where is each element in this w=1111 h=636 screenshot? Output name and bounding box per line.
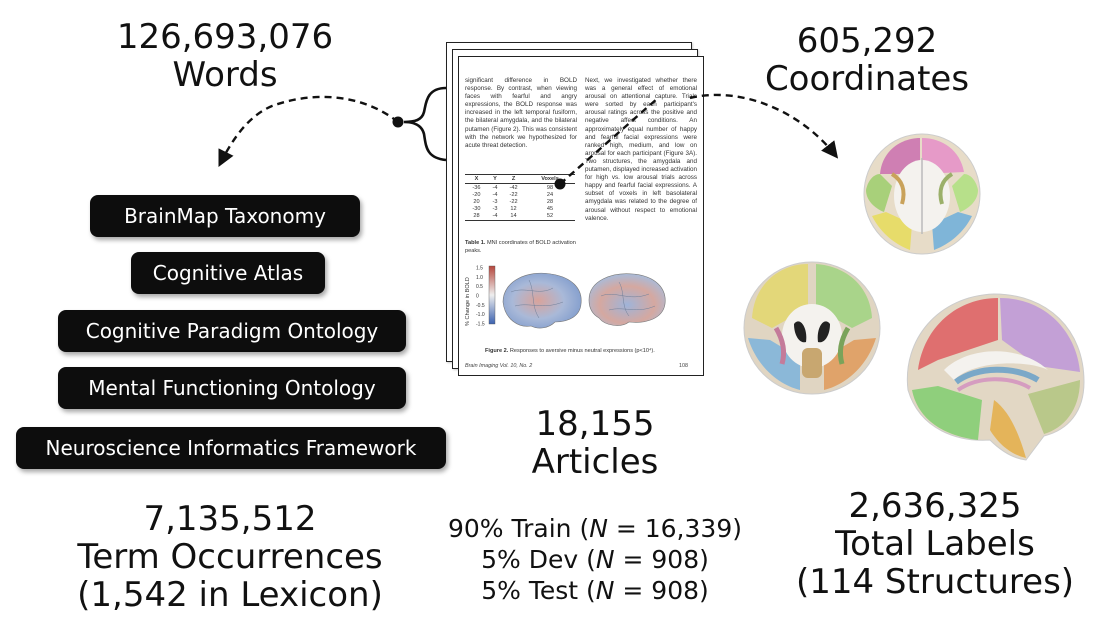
dataset-split: 90% Train (N = 16,339) 5% Dev (N = 908) …: [420, 513, 770, 606]
colorbar-tick-label: 1.5: [476, 266, 483, 272]
coordinates-count: 605,292: [796, 21, 938, 61]
colorbar-tick-label: -1.0: [476, 312, 485, 318]
words-arrow: [218, 95, 399, 168]
colorbar-tick-label: 0: [476, 294, 479, 300]
labels-structures: (114 Structures): [795, 562, 1075, 602]
split-dev: 5% Dev (N = 908): [481, 545, 709, 574]
table-row: 20 -3 -22 28: [473, 198, 554, 205]
table-header: Z: [502, 174, 525, 184]
ontology-cognitive-atlas: Cognitive Atlas: [131, 252, 325, 294]
colorbar-tick-label: 1.0: [476, 275, 483, 281]
colorbar-label: % Change in BOLD: [465, 277, 471, 326]
table-header: Y: [487, 174, 503, 184]
table-row: -36 -4 -42 98: [472, 184, 554, 191]
bold-figure: % Change in BOLD 1.5 1.0 0.5 0 -0.5 -1.0 -1.5: [465, 265, 666, 329]
brain-sagittal-slice: [906, 293, 1085, 461]
labels-label: Total Labels: [835, 524, 1035, 564]
articles-count: 18,155: [535, 404, 655, 444]
article-page: significant difference in BOLD response.…: [458, 56, 704, 376]
ontology-mental-functioning: Mental Functioning Ontology: [58, 367, 406, 409]
terms-lexicon: (1,542 in Lexicon): [77, 575, 383, 615]
articles-label: Articles: [531, 442, 659, 482]
brain-medial-render: [588, 273, 666, 326]
ontology-neuroscience-informatics: Neuroscience Informatics Framework: [16, 427, 446, 469]
split-train: 90% Train (N = 16,339): [448, 514, 742, 543]
labels-count: 2,636,325: [848, 486, 1022, 526]
table-row: 28 -4 14 52: [465, 212, 575, 221]
articles-stat: 18,155 Articles: [470, 405, 720, 481]
ontology-brainmap-taxonomy: BrainMap Taxonomy: [90, 195, 360, 237]
brain-axial-slice: [863, 133, 981, 255]
mni-coordinates-table: X Y Z Voxels -36 -4 -42 98 -20 -4 -22 24 20 -3-…: [465, 174, 575, 221]
table-header: X: [465, 174, 488, 184]
terms-stat: 7,135,512 Term Occurrences (1,542 in Lex…: [40, 500, 420, 614]
coordinates-arrow-a: [559, 97, 659, 185]
labels-stat: 2,636,325 Total Labels (114 Structures): [770, 487, 1100, 601]
table-header: Voxels: [525, 174, 575, 184]
brain-coronal-slice: [743, 261, 881, 395]
colorbar-tick-label: -0.5: [476, 303, 485, 309]
text-brace: [403, 86, 447, 162]
table-caption: Table 1. MNI coordinates of BOLD activat…: [465, 240, 576, 254]
table-row: -30 -3 12 45: [472, 206, 554, 213]
split-test: 5% Test (N = 908): [481, 576, 709, 605]
brain-lateral-render: [502, 272, 582, 329]
colorbar-tick-label: 0.5: [476, 284, 483, 290]
terms-label: Term Occurrences: [77, 537, 383, 577]
ontology-cognitive-paradigm: Cognitive Paradigm Ontology: [58, 310, 406, 352]
colorbar-tick-label: -1.5: [476, 322, 485, 328]
colorbar: [488, 265, 496, 325]
figure-caption: Figure 2. Responses to aversive minus ne…: [485, 348, 655, 354]
coordinates-stat: 605,292 Coordinates: [742, 22, 992, 98]
words-count: 126,693,076: [116, 17, 334, 57]
table-row: -20 -4 -22 24: [472, 191, 554, 198]
words-stat: 126,693,076 Words: [100, 18, 350, 94]
words-label: Words: [172, 55, 278, 95]
coordinates-arrow-b: [689, 93, 839, 159]
journal-footer: Brain Imaging Vol. 10, No. 2: [465, 363, 533, 369]
terms-count: 7,135,512: [143, 499, 317, 539]
coordinates-label: Coordinates: [764, 59, 970, 99]
article-right-column: Next, we investigated whether there was …: [585, 77, 698, 222]
page-number: 108: [679, 363, 688, 369]
article-left-column: significant difference in BOLD response.…: [465, 77, 577, 149]
